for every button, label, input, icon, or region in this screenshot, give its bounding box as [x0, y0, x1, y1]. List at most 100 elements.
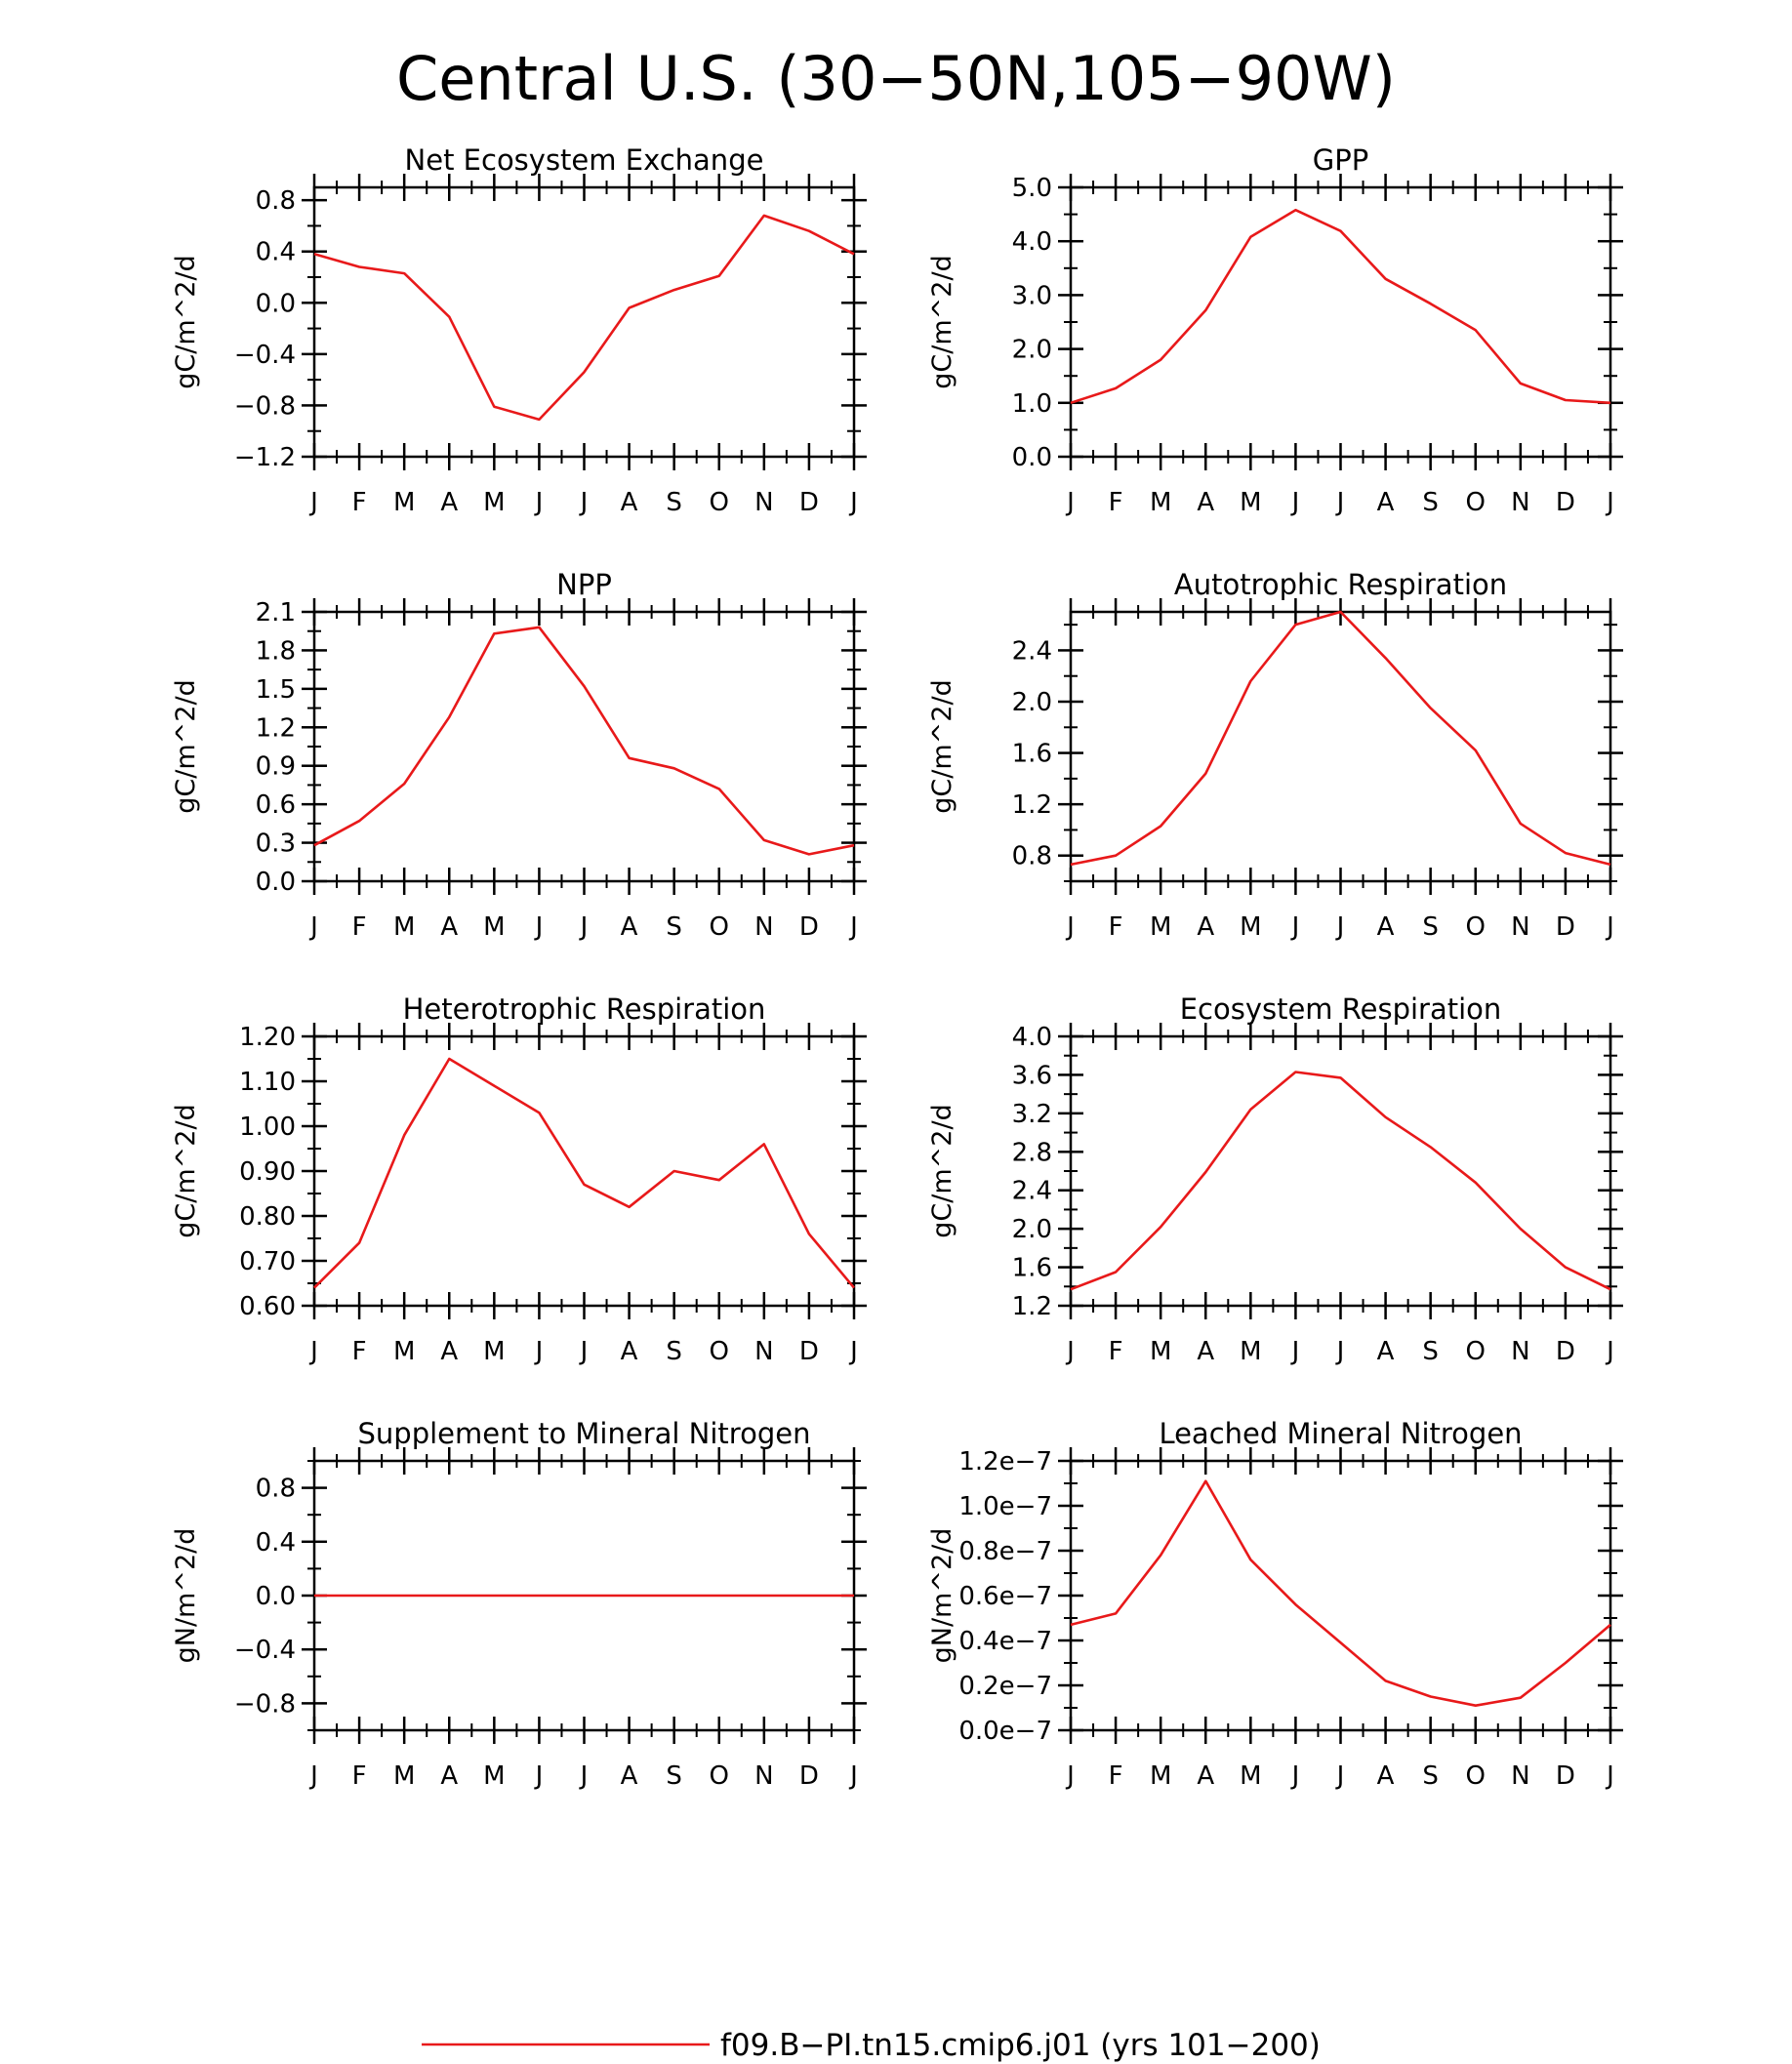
y-tick-label: −0.8 — [234, 391, 296, 421]
x-tick-label: J — [1290, 1761, 1300, 1791]
x-tick-label: A — [621, 488, 638, 517]
panel-title: Heterotrophic Respiration — [403, 992, 766, 1026]
series-line — [313, 626, 855, 856]
x-tick-label: F — [352, 1761, 367, 1791]
y-tick-label: 0.2e−7 — [958, 1672, 1052, 1701]
x-tick-label: M — [1240, 1337, 1261, 1366]
y-tick-label: 1.00 — [239, 1113, 296, 1142]
x-tick-label: N — [754, 912, 773, 942]
y-tick-label: 2.4 — [1012, 636, 1052, 666]
y-axis-label: gN/m^2/d — [171, 1528, 201, 1664]
x-tick-label: F — [1109, 912, 1123, 942]
y-tick-label: 5.0 — [1012, 174, 1052, 203]
y-tick-label: 0.8 — [1012, 842, 1052, 871]
y-tick-label: 2.0 — [1012, 688, 1052, 717]
y-axis-label: gC/m^2/d — [171, 255, 201, 388]
x-tick-label: A — [1197, 1337, 1214, 1366]
x-tick-label: J — [579, 488, 589, 517]
x-tick-label: J — [1335, 1761, 1345, 1791]
plot-frame — [1069, 185, 1612, 459]
y-tick-label: 0.80 — [239, 1202, 296, 1232]
y-tick-label: 1.8 — [256, 636, 296, 666]
y-tick-label: 0.4 — [256, 238, 296, 267]
x-tick-label: J — [579, 912, 589, 942]
x-tick-label: M — [1150, 1337, 1171, 1366]
x-tick-label: O — [710, 912, 729, 942]
y-axis-label: gC/m^2/d — [927, 255, 957, 388]
x-tick-label: M — [393, 488, 415, 517]
series-line — [313, 214, 855, 422]
x-tick-label: A — [440, 912, 458, 942]
y-tick-label: 1.5 — [256, 675, 296, 705]
x-tick-label: J — [308, 1761, 318, 1791]
x-tick-label: J — [848, 488, 858, 517]
x-tick-label: J — [534, 488, 544, 517]
x-tick-label: N — [754, 1761, 773, 1791]
x-tick-label: D — [799, 1761, 819, 1791]
x-tick-label: M — [1240, 912, 1261, 942]
x-tick-label: N — [1511, 1761, 1529, 1791]
x-tick-label: M — [483, 1337, 505, 1366]
x-tick-label: D — [799, 488, 819, 517]
y-tick-label: 0.90 — [239, 1157, 296, 1187]
x-tick-label: M — [1150, 912, 1171, 942]
x-tick-label: O — [1466, 1337, 1486, 1366]
x-tick-label: J — [308, 1337, 318, 1366]
y-tick-label: −0.8 — [234, 1689, 296, 1719]
x-tick-label: A — [621, 1761, 638, 1791]
x-tick-label: F — [352, 488, 367, 517]
x-tick-label: S — [1422, 1761, 1439, 1791]
x-tick-label: D — [799, 1337, 819, 1366]
y-tick-label: 1.10 — [239, 1068, 296, 1097]
x-tick-label: A — [1377, 912, 1395, 942]
x-tick-label: A — [1197, 1761, 1214, 1791]
y-tick-label: 3.0 — [1012, 281, 1052, 310]
x-tick-label: J — [1065, 1337, 1075, 1366]
x-tick-label: A — [1377, 488, 1395, 517]
plot-frame — [312, 185, 856, 459]
y-tick-label: 0.0e−7 — [958, 1717, 1052, 1746]
x-tick-label: J — [1290, 912, 1300, 942]
x-tick-label: J — [1065, 488, 1075, 517]
y-tick-label: −0.4 — [234, 1636, 296, 1665]
x-tick-label: A — [1197, 488, 1214, 517]
x-tick-label: S — [1422, 488, 1439, 517]
chart-panel-7: Supplement to Mineral Nitrogen gN/m^2/d J F… — [171, 1417, 867, 1791]
plot-frame — [1069, 610, 1612, 883]
x-tick-label: M — [483, 1761, 505, 1791]
x-tick-label: J — [308, 912, 318, 942]
series-line — [313, 1057, 855, 1289]
y-tick-label: −1.2 — [234, 443, 296, 472]
panel-title: Ecosystem Respiration — [1180, 992, 1502, 1026]
y-tick-label: 2.0 — [1012, 1215, 1052, 1244]
x-tick-label: J — [579, 1337, 589, 1366]
x-tick-label: D — [799, 912, 819, 942]
y-tick-label: 0.4e−7 — [958, 1627, 1052, 1656]
y-tick-label: 2.0 — [1012, 336, 1052, 365]
y-tick-label: 0.70 — [239, 1247, 296, 1276]
x-tick-label: F — [352, 1337, 367, 1366]
y-tick-label: 2.1 — [256, 598, 296, 627]
x-tick-label: A — [1197, 912, 1214, 942]
y-tick-label: 1.2 — [256, 713, 296, 743]
x-tick-label: M — [1240, 1761, 1261, 1791]
x-tick-label: N — [1511, 488, 1529, 517]
y-axis-label: gC/m^2/d — [927, 679, 957, 813]
y-tick-label: 0.8 — [256, 186, 296, 216]
x-tick-label: J — [848, 1337, 858, 1366]
x-tick-label: J — [308, 488, 318, 517]
y-tick-label: 0.0 — [256, 1582, 296, 1611]
y-axis-label: gC/m^2/d — [171, 679, 201, 813]
x-tick-label: J — [534, 1761, 544, 1791]
y-tick-label: 0.8 — [256, 1475, 296, 1504]
x-tick-label: O — [1466, 1761, 1486, 1791]
x-tick-label: N — [754, 488, 773, 517]
y-tick-label: 1.2 — [1012, 1292, 1052, 1321]
x-tick-label: O — [710, 1761, 729, 1791]
